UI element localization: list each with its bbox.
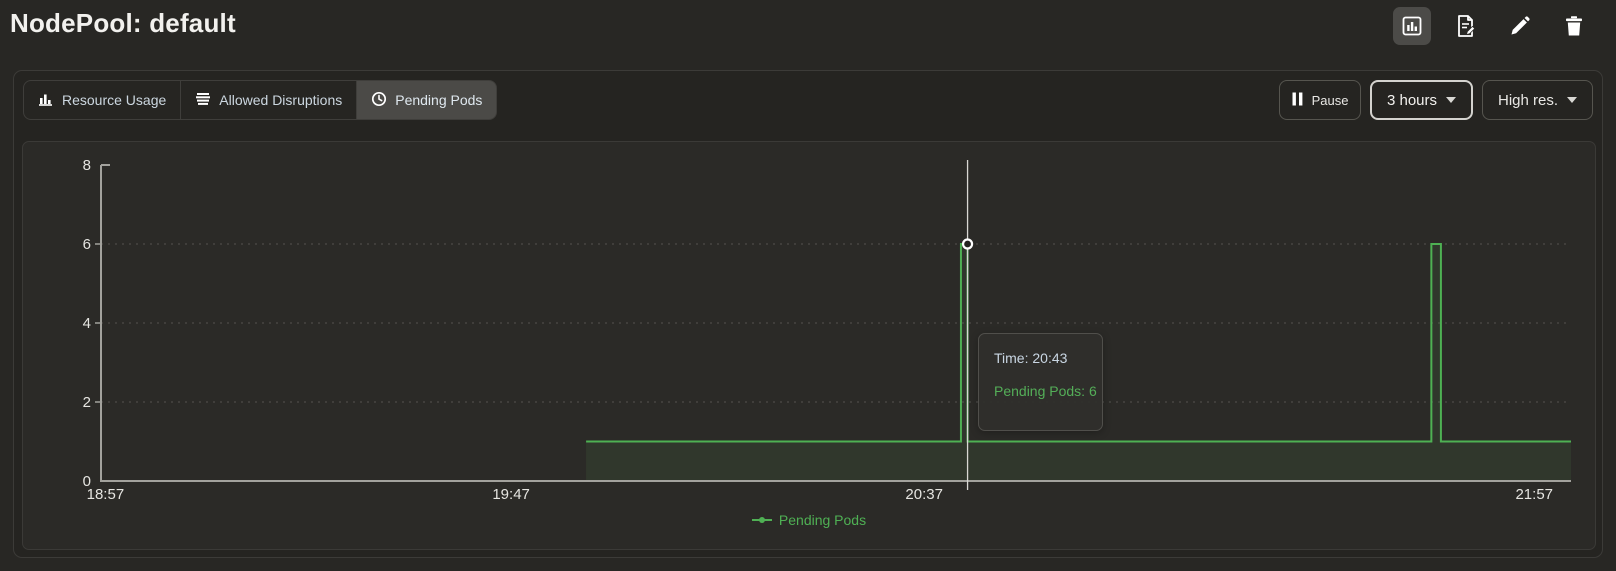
pending-pods-chart[interactable]: 0 2 4 6 8 18:57 19:47 20:37 21:57 bbox=[23, 142, 1595, 510]
resolution-select[interactable]: High res. bbox=[1482, 80, 1593, 120]
chart-toolbar: Resource Usage Allowed Disruptions bbox=[23, 80, 1593, 120]
edit-button[interactable] bbox=[1501, 7, 1539, 45]
trash-icon bbox=[1564, 15, 1584, 37]
chart-tooltip: Time: 20:43 Pending Pods: 6 bbox=[978, 333, 1103, 431]
tooltip-time: Time: 20:43 bbox=[994, 350, 1068, 366]
y-tick-label: 0 bbox=[83, 473, 91, 490]
nodepool-panel: Resource Usage Allowed Disruptions bbox=[13, 70, 1603, 558]
y-tick-label: 2 bbox=[83, 394, 91, 411]
tab-resource-usage[interactable]: Resource Usage bbox=[23, 80, 182, 120]
chart-controls: Pause 3 hours High res. bbox=[1279, 80, 1593, 120]
header-actions bbox=[1393, 7, 1593, 45]
chevron-down-icon bbox=[1446, 97, 1457, 103]
resolution-value: High res. bbox=[1497, 91, 1559, 109]
pause-button[interactable]: Pause bbox=[1279, 80, 1361, 120]
bar-chart-icon bbox=[1401, 15, 1423, 37]
tab-allowed-disruptions[interactable]: Allowed Disruptions bbox=[180, 80, 358, 120]
hover-marker-dot bbox=[961, 238, 974, 250]
tab-label: Pending Pods bbox=[395, 92, 483, 108]
tab-pending-pods[interactable]: Pending Pods bbox=[356, 80, 498, 120]
pencil-icon bbox=[1509, 15, 1531, 37]
time-range-value: 3 hours bbox=[1386, 91, 1438, 109]
x-tick-label: 18:57 bbox=[87, 486, 125, 503]
chart-card: 0 2 4 6 8 18:57 19:47 20:37 21:57 Time: 20:43 Pe… bbox=[22, 141, 1596, 550]
metrics-button[interactable] bbox=[1393, 7, 1431, 45]
chart-legend[interactable]: Pending Pods bbox=[23, 508, 1595, 532]
page-header: NodePool: default bbox=[0, 0, 1616, 56]
legend-label: Pending Pods bbox=[778, 512, 867, 528]
series-area bbox=[586, 244, 1571, 481]
x-tick-label: 21:57 bbox=[1515, 486, 1553, 503]
x-tick-label: 19:47 bbox=[492, 486, 530, 503]
clock-icon bbox=[371, 91, 387, 110]
bar-chart-icon bbox=[38, 91, 54, 110]
y-tick-label: 8 bbox=[83, 157, 91, 174]
disruptions-icon bbox=[195, 91, 211, 110]
series-line bbox=[586, 243, 1571, 443]
page-title: NodePool: default bbox=[10, 8, 236, 38]
tooltip-value: Pending Pods: 6 bbox=[994, 383, 1097, 399]
pause-label: Pause bbox=[1311, 92, 1349, 108]
legend-marker-icon bbox=[751, 512, 772, 528]
y-tick-label: 4 bbox=[83, 315, 91, 332]
document-edit-icon bbox=[1454, 14, 1478, 38]
y-tick-label: 6 bbox=[83, 236, 91, 253]
x-tick-label: 20:37 bbox=[905, 486, 943, 503]
delete-button[interactable] bbox=[1555, 7, 1593, 45]
time-range-select[interactable]: 3 hours bbox=[1370, 80, 1473, 120]
logs-button[interactable] bbox=[1447, 7, 1485, 45]
chart-tabs: Resource Usage Allowed Disruptions bbox=[23, 80, 498, 120]
chevron-down-icon bbox=[1567, 97, 1578, 103]
pause-icon bbox=[1292, 92, 1303, 109]
tab-label: Resource Usage bbox=[62, 92, 167, 108]
tab-label: Allowed Disruptions bbox=[219, 92, 343, 108]
